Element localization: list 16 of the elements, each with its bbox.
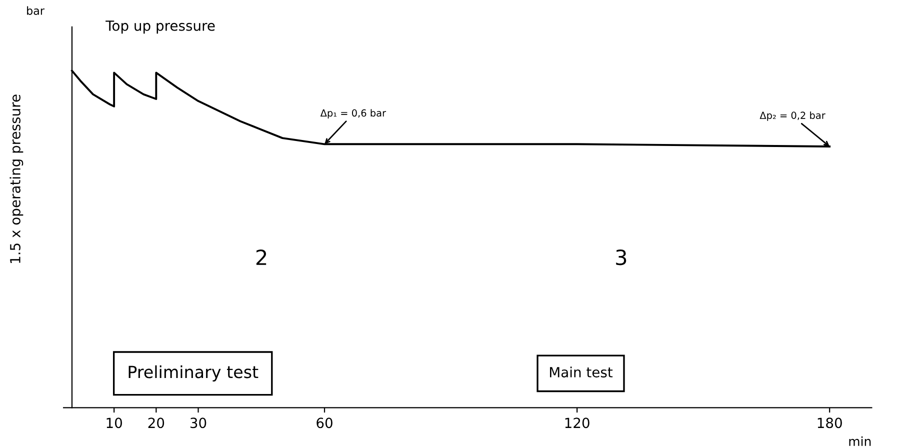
text: Top up pressure: [106, 20, 215, 34]
x-tick-label: 20: [148, 418, 164, 428]
annotation: 3: [616, 249, 626, 266]
annotation: Δp₁ = 0,6 bar: [320, 109, 386, 119]
x-tick-label: 120: [565, 418, 590, 428]
annotation: Preliminary test: [128, 365, 258, 382]
annotation: 2: [256, 249, 266, 265]
x-axis-title: min: [849, 436, 871, 446]
x-tick-label: 30: [190, 418, 206, 428]
x-tick-label: 180: [818, 418, 842, 428]
x-tick-label: 60: [316, 418, 332, 428]
x-tick-label: 10: [106, 418, 122, 428]
annotation: Δp₂ = 0,2 bar: [760, 111, 826, 121]
annotation: Main test: [550, 366, 613, 378]
y-axis-title: 1.5 x operating pressure: [10, 94, 24, 263]
text: bar: [27, 6, 44, 15]
